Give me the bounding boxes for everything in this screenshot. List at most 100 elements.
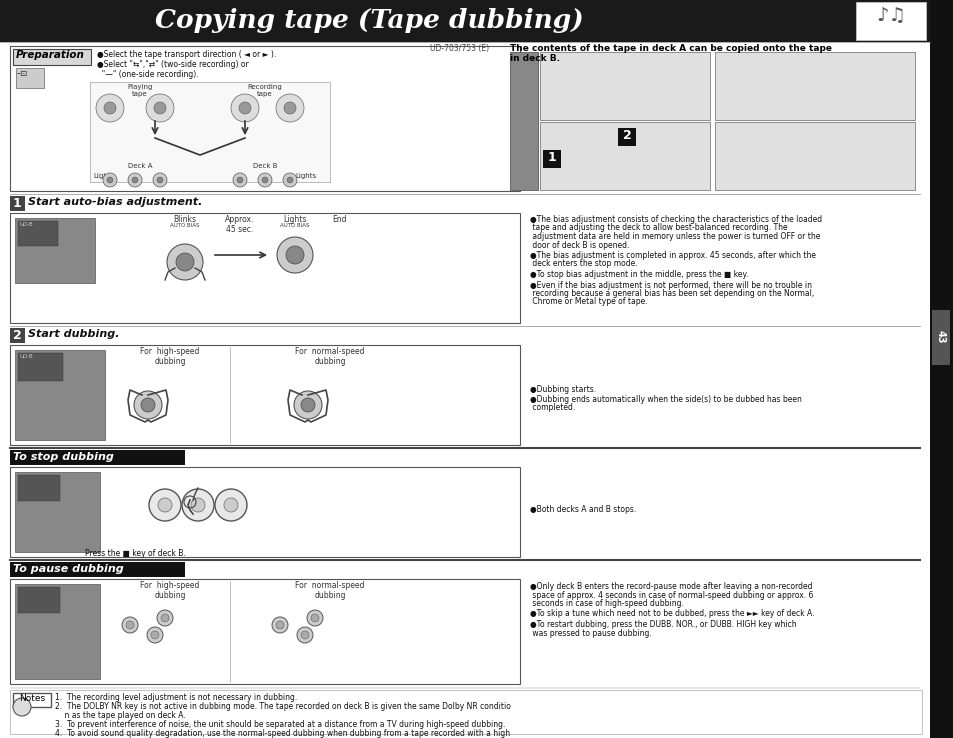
Circle shape bbox=[236, 177, 243, 183]
Text: seconds in case of high-speed dubbing.: seconds in case of high-speed dubbing. bbox=[530, 599, 683, 608]
Circle shape bbox=[275, 94, 304, 122]
Text: Recording
tape: Recording tape bbox=[248, 84, 282, 97]
Circle shape bbox=[311, 614, 318, 622]
Text: completed.: completed. bbox=[530, 404, 575, 413]
Bar bbox=[90, 82, 330, 182]
Text: ●To skip a tune which need not to be dubbed, press the ►► key of deck A.: ●To skip a tune which need not to be dub… bbox=[530, 610, 814, 618]
Circle shape bbox=[167, 244, 203, 280]
Text: Press the ■ key of deck B.: Press the ■ key of deck B. bbox=[85, 549, 185, 558]
Text: ●Select the tape transport direction ( ◄ or ► ).: ●Select the tape transport direction ( ◄… bbox=[97, 50, 276, 59]
Text: ●Only deck B enters the record-pause mode after leaving a non-recorded: ●Only deck B enters the record-pause mod… bbox=[530, 582, 812, 591]
Bar bbox=[15, 584, 100, 679]
Bar bbox=[18, 221, 58, 246]
Bar bbox=[714, 52, 914, 120]
Circle shape bbox=[301, 631, 309, 639]
Bar bbox=[931, 310, 949, 365]
Text: Start dubbing.: Start dubbing. bbox=[28, 329, 119, 339]
Circle shape bbox=[96, 94, 124, 122]
Bar bbox=[10, 46, 519, 191]
Circle shape bbox=[283, 173, 296, 187]
Text: For  normal-speed
dubbing: For normal-speed dubbing bbox=[294, 581, 364, 601]
Bar bbox=[10, 328, 25, 343]
Bar bbox=[13, 693, 51, 707]
Circle shape bbox=[257, 173, 272, 187]
Text: Copying tape (Tape dubbing): Copying tape (Tape dubbing) bbox=[154, 8, 583, 33]
Circle shape bbox=[294, 391, 322, 419]
Bar bbox=[542, 150, 560, 168]
Text: Lights: Lights bbox=[92, 173, 114, 179]
Text: 1.  The recording level adjustment is not necessary in dubbing.: 1. The recording level adjustment is not… bbox=[55, 693, 297, 702]
Bar bbox=[10, 562, 185, 577]
Text: 2: 2 bbox=[622, 129, 631, 142]
Bar bbox=[539, 122, 709, 190]
Text: door of deck B is opened.: door of deck B is opened. bbox=[530, 241, 629, 249]
Circle shape bbox=[122, 617, 138, 633]
Circle shape bbox=[175, 253, 193, 271]
Text: Chrome or Metal type of tape.: Chrome or Metal type of tape. bbox=[530, 297, 647, 306]
Bar bbox=[18, 587, 60, 613]
Circle shape bbox=[224, 498, 237, 512]
Text: Deck B: Deck B bbox=[253, 163, 277, 169]
Text: Preparation: Preparation bbox=[16, 50, 85, 60]
Circle shape bbox=[104, 102, 116, 114]
Bar bbox=[510, 52, 537, 190]
Bar bbox=[10, 213, 519, 323]
Bar bbox=[0, 0, 929, 42]
Text: Playing
tape: Playing tape bbox=[127, 84, 152, 97]
Bar bbox=[18, 475, 60, 501]
Circle shape bbox=[272, 617, 288, 633]
Text: tape and adjusting the deck to allow best-balanced recording. The: tape and adjusting the deck to allow bes… bbox=[530, 224, 787, 232]
Circle shape bbox=[287, 177, 293, 183]
Bar bbox=[10, 196, 25, 211]
Text: To stop dubbing: To stop dubbing bbox=[13, 452, 113, 462]
Text: End: End bbox=[333, 215, 347, 224]
Text: Approx.
45 sec.: Approx. 45 sec. bbox=[225, 215, 254, 235]
Text: 43: 43 bbox=[935, 330, 945, 344]
Bar bbox=[13, 49, 91, 65]
Text: ●Select "⇆","⇄" (two-side recording) or: ●Select "⇆","⇄" (two-side recording) or bbox=[97, 60, 249, 69]
Text: For  normal-speed
dubbing: For normal-speed dubbing bbox=[294, 347, 364, 366]
Bar bbox=[18, 353, 63, 381]
Text: Deck A: Deck A bbox=[128, 163, 152, 169]
Text: Lights: Lights bbox=[294, 173, 315, 179]
Circle shape bbox=[161, 614, 169, 622]
Text: For  high-speed
dubbing: For high-speed dubbing bbox=[140, 347, 199, 366]
Text: ●To restart dubbing, press the DUBB. NOR., or DUBB. HIGH key which: ●To restart dubbing, press the DUBB. NOR… bbox=[530, 620, 796, 629]
Text: was pressed to pause dubbing.: was pressed to pause dubbing. bbox=[530, 629, 651, 638]
Text: ●Dubbing ends automatically when the side(s) to be dubbed has been: ●Dubbing ends automatically when the sid… bbox=[530, 395, 801, 404]
Circle shape bbox=[191, 498, 205, 512]
Text: 1: 1 bbox=[12, 197, 21, 210]
Text: Notes: Notes bbox=[19, 694, 45, 703]
Text: 4.  To avoid sound quality degradation, use the normal-speed dubbing when dubbin: 4. To avoid sound quality degradation, u… bbox=[55, 729, 512, 738]
Circle shape bbox=[262, 177, 268, 183]
Text: ●The bias adjustment consists of checking the characteristics of the loaded: ●The bias adjustment consists of checkin… bbox=[530, 215, 821, 224]
Text: space of approx. 4 seconds in case of normal-speed dubbing or approx. 6: space of approx. 4 seconds in case of no… bbox=[530, 590, 813, 599]
Bar bbox=[929, 0, 953, 738]
Bar bbox=[16, 68, 44, 88]
Circle shape bbox=[231, 94, 258, 122]
Circle shape bbox=[13, 698, 30, 716]
Text: ●To stop bias adjustment in the middle, press the ■ key.: ●To stop bias adjustment in the middle, … bbox=[530, 270, 747, 279]
Circle shape bbox=[152, 173, 167, 187]
Circle shape bbox=[307, 610, 323, 626]
Text: Lights: Lights bbox=[283, 215, 306, 224]
Circle shape bbox=[296, 627, 313, 643]
Text: UD-703/753 (E): UD-703/753 (E) bbox=[430, 44, 489, 53]
Bar bbox=[10, 345, 519, 445]
Text: UD-B: UD-B bbox=[20, 354, 33, 359]
Bar bbox=[15, 472, 100, 552]
Circle shape bbox=[146, 94, 173, 122]
Text: AUTO BIAS: AUTO BIAS bbox=[280, 223, 310, 228]
Circle shape bbox=[107, 177, 112, 183]
Text: The contents of the tape in deck A can be copied onto the tape
in deck B.: The contents of the tape in deck A can b… bbox=[510, 44, 831, 63]
Circle shape bbox=[126, 621, 133, 629]
Text: "—" (one-side recording).: "—" (one-side recording). bbox=[97, 70, 198, 79]
Text: 2: 2 bbox=[12, 329, 21, 342]
Circle shape bbox=[214, 489, 247, 521]
Text: AUTO BIAS: AUTO BIAS bbox=[170, 223, 199, 228]
Text: recording because a general bias has been set depending on the Normal,: recording because a general bias has bee… bbox=[530, 289, 814, 298]
Text: 3.  To prevent interference of noise, the unit should be separated at a distance: 3. To prevent interference of noise, the… bbox=[55, 720, 505, 729]
Circle shape bbox=[239, 102, 251, 114]
Circle shape bbox=[141, 398, 154, 412]
Text: ●Dubbing starts.: ●Dubbing starts. bbox=[530, 385, 596, 394]
